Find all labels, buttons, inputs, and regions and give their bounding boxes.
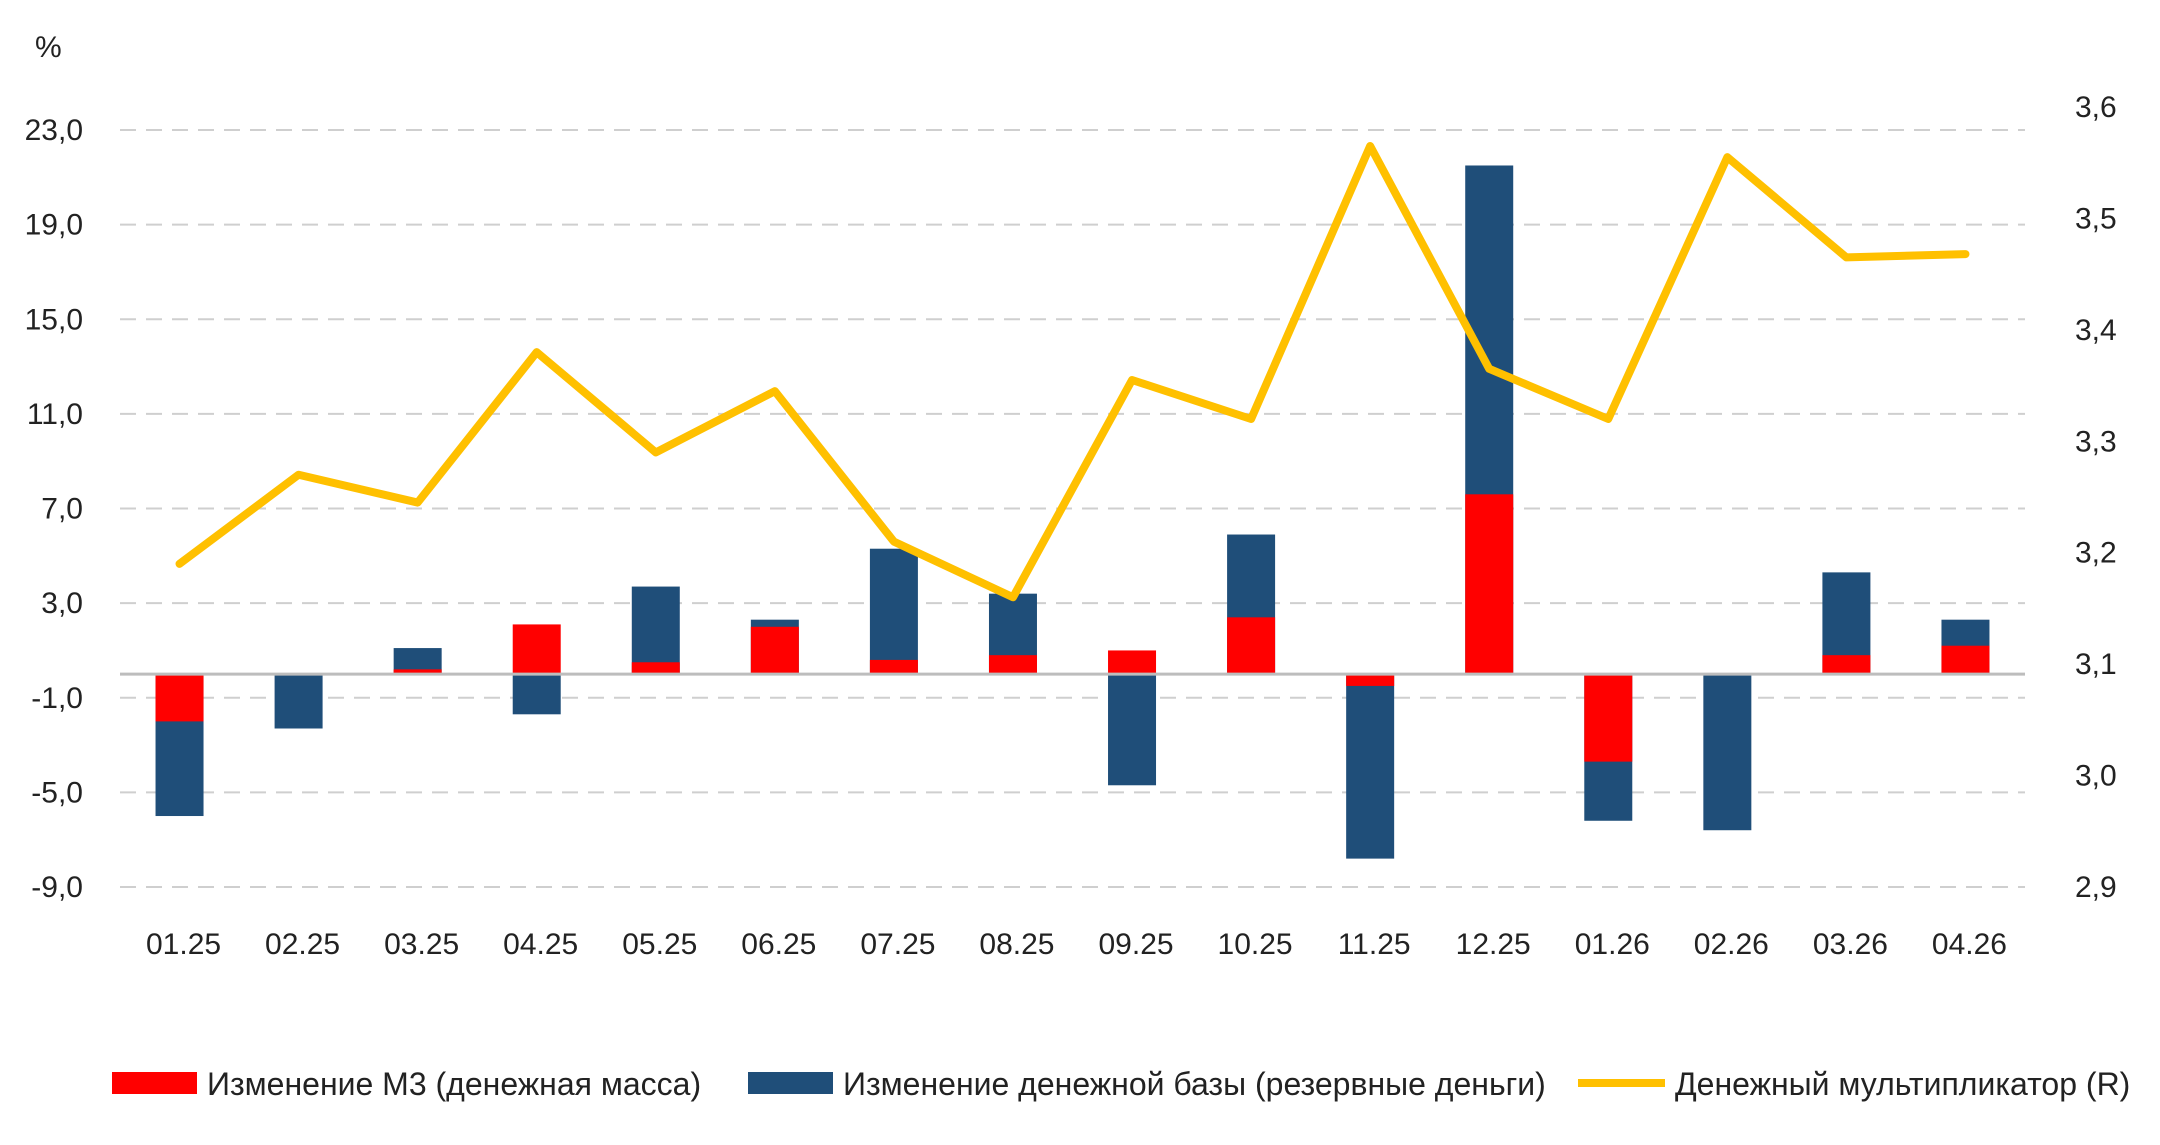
bar-m3 <box>1465 494 1514 675</box>
x-tick: 10.25 <box>1218 928 1293 961</box>
x-tick: 08.25 <box>979 928 1054 961</box>
bar-m3 <box>1941 645 1990 675</box>
bar-m3 <box>512 624 561 675</box>
bar-base <box>631 586 680 675</box>
multiplier-point <box>892 540 895 543</box>
multiplier-point <box>535 351 538 354</box>
bar-m3 <box>1108 650 1157 675</box>
bar-m3 <box>750 626 799 675</box>
x-tick: 05.25 <box>622 928 697 961</box>
multiplier-point <box>1726 156 1729 159</box>
multiplier-point <box>1607 418 1610 420</box>
multiplier-point <box>1369 145 1372 147</box>
bar-m3 <box>1227 617 1276 675</box>
legend-swatch-base <box>748 1072 833 1094</box>
y-left-tick: -5,0 <box>31 776 83 809</box>
y-right-tick: 3,2 <box>2075 537 2117 570</box>
y-left-tick: 11,0 <box>27 398 83 431</box>
bar-m3 <box>393 669 442 675</box>
y-right-tick: 3,0 <box>2075 760 2117 793</box>
bar-m3 <box>988 655 1037 675</box>
y-right-tick: 3,6 <box>2075 91 2117 124</box>
multiplier-point <box>1131 379 1134 381</box>
y-left-tick: 23,0 <box>25 114 83 147</box>
multiplier-point <box>416 501 419 504</box>
x-tick: 03.26 <box>1813 928 1888 961</box>
multiplier-series-line <box>175 142 1970 602</box>
multiplier-point <box>1964 253 1967 256</box>
x-tick: 12.25 <box>1456 928 1531 961</box>
x-tick: 01.25 <box>146 928 221 961</box>
y-left-tick: 7,0 <box>41 493 83 526</box>
y-left-tick: 15,0 <box>25 303 83 336</box>
y-right-tick: 3,5 <box>2075 202 2117 235</box>
multiplier-point <box>1845 256 1848 259</box>
multiplier-point <box>1250 418 1253 420</box>
y-unit-label: % <box>35 31 62 64</box>
multiplier-point <box>297 473 300 476</box>
x-tick: 02.25 <box>265 928 340 961</box>
bars <box>155 165 1990 859</box>
y-left-tick-labels: 23,0 19,0 15,0 11,0 7,0 3,0 -1,0 -5,0 -9,0 <box>25 114 83 904</box>
x-tick: 04.25 <box>503 928 578 961</box>
bar-m3 <box>1584 674 1633 762</box>
x-tick-labels: 01.25 02.25 03.25 04.25 05.25 06.25 07.25 08.25… <box>146 928 2007 961</box>
bar-m3 <box>155 674 204 722</box>
y-left-tick: -9,0 <box>31 871 83 904</box>
bar-m3 <box>1822 655 1871 675</box>
y-left-tick: 19,0 <box>25 209 83 242</box>
x-tick: 07.25 <box>860 928 935 961</box>
bar-m3 <box>1346 674 1395 686</box>
x-tick: 06.25 <box>741 928 816 961</box>
y-right-tick-labels: 3,6 3,5 3,4 3,3 3,2 3,1 3,0 2,9 <box>2075 91 2117 904</box>
bar-base <box>1346 674 1395 859</box>
bar-base <box>869 548 918 675</box>
bar-base <box>274 674 323 729</box>
x-tick: 03.25 <box>384 928 459 961</box>
multiplier-point <box>654 451 657 454</box>
x-tick: 11.25 <box>1338 928 1411 961</box>
multiplier-point <box>1011 596 1014 599</box>
multiplier-point <box>1488 367 1491 370</box>
y-left-tick: 3,0 <box>41 587 83 620</box>
bar-m3 <box>869 659 918 675</box>
bar-base <box>1108 674 1157 786</box>
legend-label-multiplier: Денежный мультипликатор (R) <box>1675 1066 2130 1102</box>
legend-label-base: Изменение денежной базы (резервные деньг… <box>843 1066 1546 1102</box>
legend-label-m3: Изменение М3 (денежная масса) <box>207 1066 701 1102</box>
x-tick: 01.26 <box>1575 928 1650 961</box>
bar-base <box>1703 674 1752 831</box>
y-right-tick: 3,1 <box>2075 648 2117 681</box>
bar-m3 <box>631 662 680 675</box>
x-tick: 02.26 <box>1694 928 1769 961</box>
multiplier-line <box>175 142 1970 602</box>
multiplier-point <box>178 562 181 565</box>
y-left-tick: -1,0 <box>31 682 83 715</box>
legend-swatch-m3 <box>112 1072 197 1094</box>
y-right-tick: 3,3 <box>2075 425 2117 458</box>
multiplier-point <box>773 390 776 393</box>
y-right-tick: 3,4 <box>2075 314 2117 347</box>
x-tick: 09.25 <box>1098 928 1173 961</box>
y-right-tick: 2,9 <box>2075 871 2117 904</box>
legend: Изменение М3 (денежная масса) Изменение … <box>112 1066 2130 1102</box>
bar-base <box>512 674 561 715</box>
x-tick: 04.26 <box>1932 928 2007 961</box>
